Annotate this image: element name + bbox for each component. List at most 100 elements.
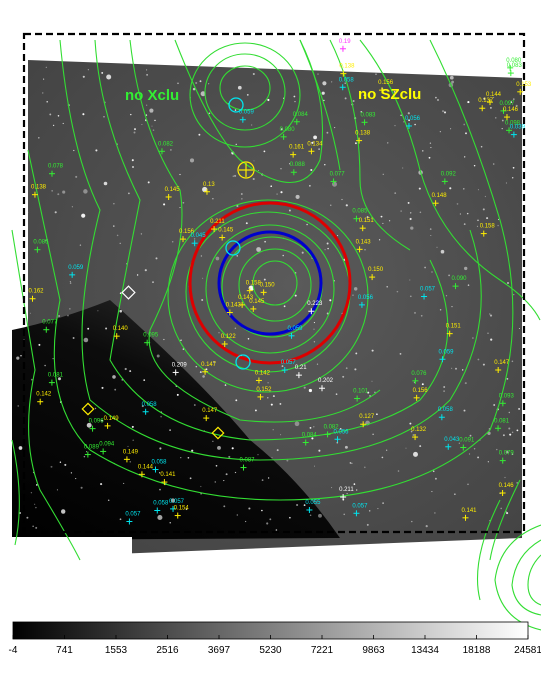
star xyxy=(202,375,205,378)
star xyxy=(52,124,55,127)
star xyxy=(276,449,279,452)
star xyxy=(458,442,460,444)
star xyxy=(487,461,489,463)
redshift-label: 0.143 xyxy=(226,303,242,309)
star xyxy=(486,67,489,70)
redshift-label: 0.091 xyxy=(459,438,475,444)
star xyxy=(364,249,366,251)
star xyxy=(129,461,131,463)
star xyxy=(322,81,327,86)
star xyxy=(246,94,249,96)
star xyxy=(504,476,506,479)
star xyxy=(156,354,160,358)
star xyxy=(403,121,405,123)
star xyxy=(366,216,369,219)
star xyxy=(308,388,313,393)
star xyxy=(344,82,346,84)
star xyxy=(435,96,437,99)
star xyxy=(82,75,85,78)
star xyxy=(286,459,289,462)
star xyxy=(397,470,400,472)
star xyxy=(505,450,509,454)
star xyxy=(463,223,466,225)
star xyxy=(145,114,148,116)
star xyxy=(309,426,312,429)
star xyxy=(382,502,384,504)
star xyxy=(378,239,381,241)
star xyxy=(75,478,77,480)
star xyxy=(225,473,228,476)
star xyxy=(368,510,371,512)
star xyxy=(131,159,134,162)
star xyxy=(289,163,291,165)
star xyxy=(516,482,518,484)
star xyxy=(235,399,238,402)
star xyxy=(355,352,358,355)
star xyxy=(313,426,315,428)
redshift-label: 0.079 xyxy=(499,451,515,457)
star xyxy=(119,292,122,295)
star xyxy=(464,382,467,385)
star xyxy=(443,111,447,114)
star xyxy=(270,185,273,188)
star xyxy=(103,116,105,118)
star xyxy=(64,463,67,466)
star xyxy=(70,472,73,474)
star xyxy=(366,523,369,526)
star xyxy=(32,525,34,527)
star xyxy=(495,117,497,119)
star xyxy=(35,484,38,486)
star xyxy=(353,287,358,291)
star xyxy=(132,166,134,168)
redshift-label: 0.156 xyxy=(179,229,195,235)
star xyxy=(507,282,509,284)
footprint-box xyxy=(22,32,526,534)
star xyxy=(69,282,72,284)
star xyxy=(326,312,329,315)
star xyxy=(263,150,266,153)
star xyxy=(124,367,127,371)
star xyxy=(256,247,261,252)
star xyxy=(119,309,122,313)
star xyxy=(44,239,47,242)
star xyxy=(326,242,329,245)
redshift-label: 0.076 xyxy=(411,371,427,377)
redshift-label: 0.084 xyxy=(293,112,309,118)
star xyxy=(513,64,515,66)
redshift-label: 0.148 xyxy=(432,193,448,199)
star xyxy=(354,142,357,145)
star xyxy=(394,124,396,127)
star xyxy=(434,512,436,514)
star xyxy=(252,177,255,181)
star xyxy=(467,483,469,486)
star xyxy=(352,294,354,296)
star xyxy=(351,462,353,464)
star xyxy=(463,188,465,190)
star xyxy=(152,129,155,131)
colorbar-tick-label: 1553 xyxy=(105,645,128,656)
redshift-label: 0.080 xyxy=(506,58,522,64)
star xyxy=(116,234,119,237)
redshift-label: 0.149 xyxy=(123,449,139,455)
star xyxy=(289,516,291,519)
star xyxy=(176,393,179,396)
star xyxy=(245,222,248,225)
star xyxy=(449,187,452,190)
redshift-label: 0.084 xyxy=(302,433,318,439)
star xyxy=(419,445,422,448)
star xyxy=(146,69,148,71)
star xyxy=(309,514,312,517)
star xyxy=(57,193,60,196)
redshift-label: 0.095 xyxy=(143,333,159,339)
star xyxy=(223,480,225,482)
star xyxy=(500,507,503,510)
star xyxy=(112,375,116,379)
star xyxy=(30,378,33,381)
star xyxy=(511,360,514,363)
star xyxy=(101,71,104,74)
star xyxy=(306,223,308,226)
star xyxy=(501,127,503,130)
no-xclu-label: no Xclu xyxy=(125,87,179,104)
star xyxy=(280,168,282,170)
star xyxy=(195,365,198,368)
